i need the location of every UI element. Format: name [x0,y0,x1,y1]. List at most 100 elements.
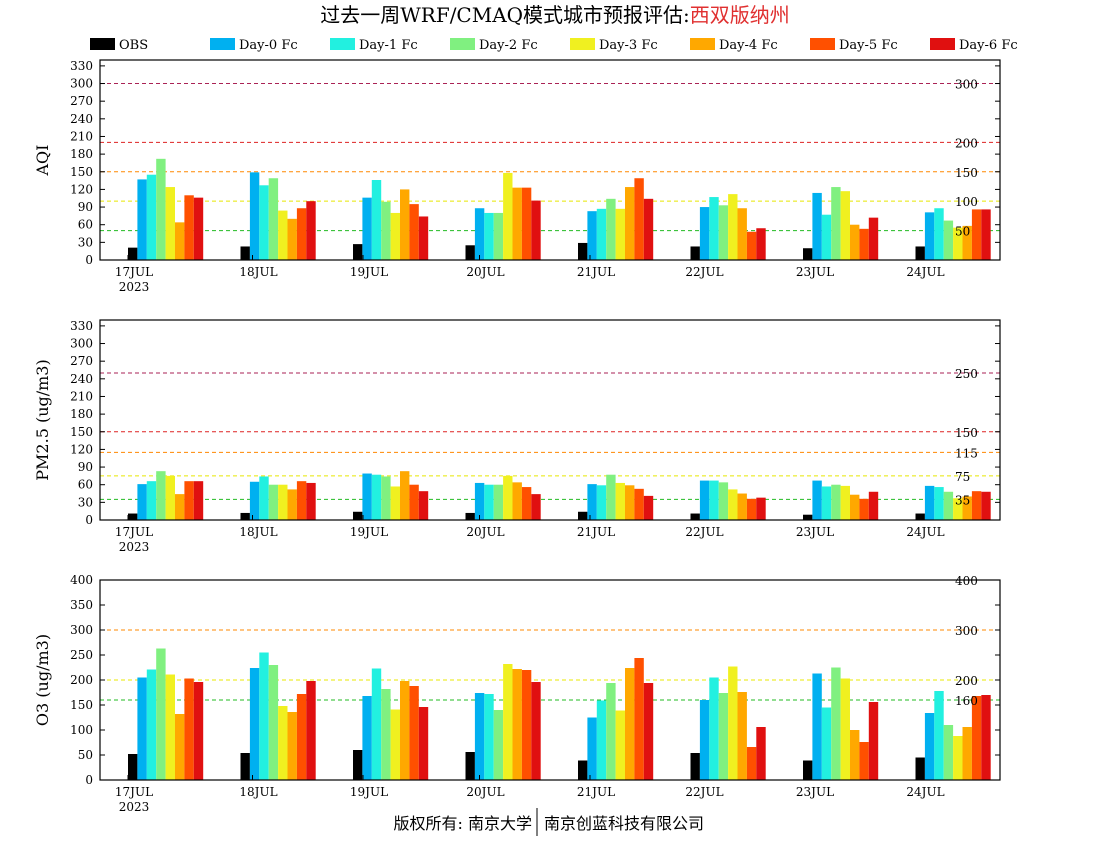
bar [850,730,860,780]
bar [699,207,710,260]
legend-entry: Day-6 Fc [930,38,1018,53]
chart-panel: 160 200 300 400 0 50 100 150 200 250 300 350 400 O3 (… [33,573,1001,814]
bar [503,172,513,260]
bar [465,245,475,260]
bar [137,179,147,260]
y-tick-label: 240 [70,112,93,126]
bar [128,513,138,520]
legend-swatch [210,38,235,50]
bar [128,754,138,780]
bar [512,669,522,780]
bar [934,487,944,520]
chart-panel: 35 75 115 150 250 0 30 60 90 120 150 180 210 240 270 30… [33,319,1001,554]
y-tick-label: 270 [70,94,93,108]
bar [390,212,400,260]
y-tick-label: 60 [78,478,93,492]
bar [718,693,729,780]
bar [850,224,860,260]
bar [615,482,625,520]
bar [915,757,925,780]
legend-label: Day-1 Fc [359,38,418,53]
figure-title: 过去一周WRF/CMAQ模式城市预报评估:西双版纳州 [320,3,790,27]
bar [156,648,166,780]
bar [868,702,879,780]
bar [971,696,982,780]
bar [746,747,757,780]
bar [531,494,541,520]
y-axis-label: AQI [33,145,52,177]
x-tick-label: 21JUL [577,785,615,799]
y-tick-label: 90 [78,200,93,214]
bar [943,491,954,520]
y-axis-label: O3 (ug/m3) [33,634,52,726]
bar [915,246,925,260]
bar [924,485,935,520]
y-tick-label: 90 [78,460,93,474]
x-tick-label: 19JUL [350,785,388,799]
bar [193,682,204,780]
bar [699,480,710,520]
bar [128,247,138,260]
bar [278,484,288,520]
bar [418,216,429,260]
bar [718,205,729,260]
bar [521,670,532,780]
x-tick-label: 23JUL [796,785,834,799]
bar [756,727,766,780]
bar [962,496,972,520]
x-tick-label: 24JUL [906,525,944,539]
threshold-label: 75 [955,470,970,484]
bar [156,471,166,520]
legend: OBS Day-0 Fc Day-1 Fc Day-2 Fc Day-3 Fc Day-4… [90,38,1018,53]
y-tick-label: 150 [70,165,93,179]
bar [737,493,747,520]
y-tick-label: 270 [70,354,93,368]
bar [418,707,429,780]
bar [184,481,194,520]
bar [381,201,391,260]
legend-label: Day-2 Fc [479,38,538,53]
bar [165,475,175,520]
bar [690,246,700,260]
legend-entry: OBS [90,38,148,53]
x-tick-label: 23JUL [796,525,834,539]
bar [371,180,382,260]
bar [249,172,260,260]
bar [371,474,382,520]
bars [128,648,991,780]
bar [193,481,204,520]
bar [493,212,504,260]
bar [287,218,297,260]
legend-swatch [330,38,355,50]
bar [306,201,316,260]
legend-swatch [810,38,835,50]
bar [381,689,391,780]
y-tick-label: 240 [70,372,93,386]
bar [400,681,410,780]
bar [268,178,279,260]
x-tick-label: 22JUL [685,525,723,539]
bar [474,482,485,520]
bar [728,666,738,780]
bar [643,683,654,780]
legend-swatch [90,38,115,50]
bar [259,476,269,520]
legend-entry: Day-5 Fc [810,38,898,53]
x-tick-label: 18JUL [239,785,277,799]
bar [175,494,185,520]
bar [268,484,279,520]
y-tick-label: 200 [70,673,93,687]
y-tick-label: 400 [70,573,93,587]
bar [840,485,850,520]
bar [615,208,625,260]
bar [512,482,522,520]
bar [259,652,269,780]
bar [821,707,832,780]
x-year-label: 2023 [119,540,150,554]
bar [400,189,410,260]
y-tick-label: 300 [70,77,93,91]
bar [812,192,822,260]
threshold-label: 50 [955,225,970,239]
bar [306,681,316,780]
